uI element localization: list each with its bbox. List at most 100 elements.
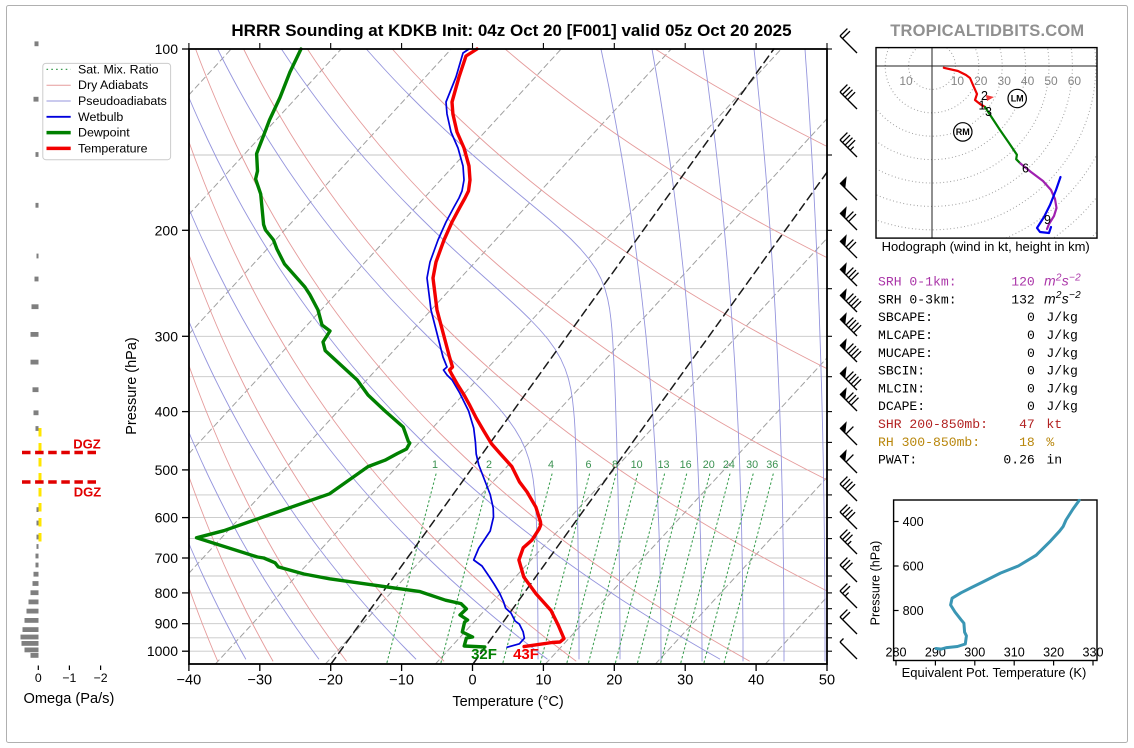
svg-text:4: 4 [548,459,554,471]
svg-text:LM: LM [1011,94,1024,104]
svg-text:280: 280 [885,646,906,660]
svg-text:%: % [1046,435,1054,450]
svg-text:m2s−2: m2s−2 [1044,272,1081,288]
svg-text:3: 3 [985,105,992,119]
svg-text:300: 300 [964,646,985,660]
svg-text:10: 10 [535,673,551,689]
svg-text:400: 400 [903,515,924,529]
svg-text:330: 330 [1082,646,1103,660]
svg-text:m2s−2: m2s−2 [1044,290,1081,306]
svg-text:SRH 0-3km:: SRH 0-3km: [878,292,957,307]
svg-text:40: 40 [1021,74,1035,88]
svg-text:6: 6 [1022,162,1029,176]
svg-text:8: 8 [612,459,618,471]
svg-text:Pressure (hPa): Pressure (hPa) [868,541,882,626]
svg-text:SHR 200-850mb:: SHR 200-850mb: [878,417,988,432]
svg-text:900: 900 [155,616,179,632]
svg-text:20: 20 [606,673,622,689]
svg-text:J/kg: J/kg [1046,399,1077,414]
svg-text:6: 6 [585,459,591,471]
svg-text:0: 0 [1027,346,1035,361]
svg-text:Wetbulb: Wetbulb [78,110,123,124]
svg-text:10: 10 [951,74,965,88]
svg-text:0: 0 [1027,364,1035,379]
svg-text:−10: −10 [389,673,414,689]
svg-text:Sat. Mix. Ratio: Sat. Mix. Ratio [78,62,159,76]
svg-text:J/kg: J/kg [1046,381,1077,396]
svg-text:300: 300 [155,328,179,344]
svg-text:SBCIN:: SBCIN: [878,364,925,379]
svg-text:500: 500 [155,462,179,478]
svg-text:20: 20 [974,74,988,88]
svg-text:2: 2 [981,89,988,103]
svg-text:36: 36 [766,459,778,471]
svg-text:60: 60 [1068,74,1082,88]
svg-text:−2: −2 [94,671,108,685]
svg-text:10: 10 [631,459,643,471]
svg-text:SBCAPE:: SBCAPE: [878,310,933,325]
svg-text:18: 18 [1019,435,1035,450]
svg-text:400: 400 [155,404,179,420]
svg-text:Dry Adiabats: Dry Adiabats [78,78,148,92]
svg-text:−20: −20 [318,673,343,689]
svg-text:PWAT:: PWAT: [878,453,917,468]
svg-text:600: 600 [155,510,179,526]
svg-text:10: 10 [899,74,913,88]
svg-text:120: 120 [1011,275,1035,290]
svg-text:47: 47 [1019,417,1035,432]
svg-text:RH 300-850mb:: RH 300-850mb: [878,435,980,450]
svg-text:Pseudoadiabats: Pseudoadiabats [78,94,167,108]
svg-text:0: 0 [1027,310,1035,325]
svg-text:310: 310 [1004,646,1025,660]
svg-text:0: 0 [1027,381,1035,396]
svg-text:20: 20 [703,459,715,471]
svg-text:30: 30 [677,673,693,689]
svg-text:40: 40 [748,673,764,689]
svg-text:2: 2 [486,459,492,471]
svg-text:Equivalent Pot. Temperature (K: Equivalent Pot. Temperature (K) [902,665,1087,680]
svg-text:0.26: 0.26 [1003,453,1034,468]
svg-text:0: 0 [1027,399,1035,414]
svg-text:Dewpoint: Dewpoint [78,126,130,140]
svg-text:TROPICALTIDBITS.COM: TROPICALTIDBITS.COM [890,22,1084,40]
svg-text:1: 1 [432,459,438,471]
svg-text:0: 0 [468,673,476,689]
svg-text:32F: 32F [471,646,497,663]
svg-text:J/kg: J/kg [1046,310,1077,325]
svg-text:Pressure (hPa): Pressure (hPa) [124,337,140,435]
svg-text:−1: −1 [62,671,76,685]
svg-text:RM: RM [956,127,970,137]
svg-text:1: 1 [979,99,986,113]
svg-text:800: 800 [903,604,924,618]
svg-text:HRRR Sounding at KDKB Init: 04: HRRR Sounding at KDKB Init: 04z Oct 20 [… [231,21,791,40]
svg-text:DCAPE:: DCAPE: [878,399,925,414]
svg-text:Omega (Pa/s): Omega (Pa/s) [24,691,115,707]
svg-text:100: 100 [155,41,179,57]
svg-text:0: 0 [35,671,42,685]
svg-text:kt: kt [1046,417,1062,432]
svg-text:J/kg: J/kg [1046,328,1077,343]
svg-text:320: 320 [1043,646,1064,660]
svg-text:600: 600 [903,560,924,574]
svg-text:MLCIN:: MLCIN: [878,381,925,396]
svg-text:MUCAPE:: MUCAPE: [878,346,933,361]
svg-text:24: 24 [723,459,735,471]
svg-text:SRH 0-1km:: SRH 0-1km: [878,275,957,290]
svg-text:30: 30 [998,74,1012,88]
svg-text:J/kg: J/kg [1046,346,1077,361]
svg-text:−30: −30 [247,673,272,689]
svg-text:Temperature (°C): Temperature (°C) [452,694,563,710]
svg-text:−40: −40 [177,673,202,689]
svg-text:9: 9 [1044,213,1051,227]
svg-text:132: 132 [1011,292,1035,307]
svg-text:50: 50 [819,673,835,689]
svg-text:Hodograph (wind in kt, height: Hodograph (wind in kt, height in km) [882,239,1090,254]
svg-text:200: 200 [155,222,179,238]
svg-text:13: 13 [657,459,669,471]
svg-text:in: in [1046,453,1062,468]
svg-text:MLCAPE:: MLCAPE: [878,328,933,343]
svg-text:30: 30 [746,459,758,471]
svg-text:43F: 43F [513,646,539,663]
svg-text:16: 16 [680,459,692,471]
svg-text:0: 0 [1027,328,1035,343]
